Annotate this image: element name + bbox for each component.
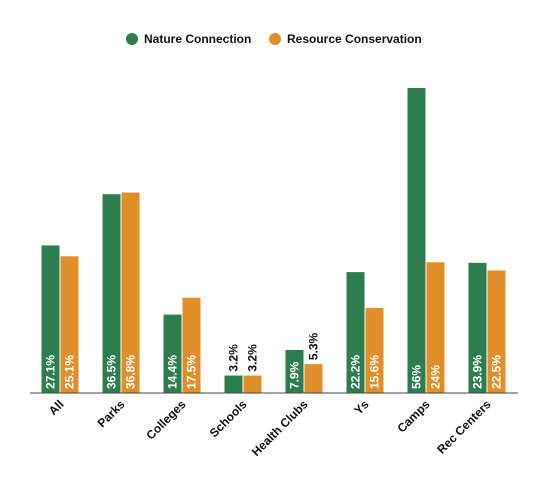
value-label: 22.5% — [490, 355, 504, 389]
bar — [346, 272, 365, 393]
value-label: 22.2% — [349, 355, 363, 389]
x-tick-label: Colleges — [143, 397, 188, 442]
legend-label: Resource Conservation — [287, 32, 422, 46]
value-label: 17.5% — [185, 355, 199, 389]
x-tick-label: Health Clubs — [249, 397, 311, 459]
bar — [121, 192, 140, 393]
bar — [163, 314, 182, 393]
bar — [407, 88, 426, 393]
bar — [468, 262, 487, 393]
bar — [182, 297, 201, 393]
legend-marker — [126, 33, 138, 45]
value-label: 36.8% — [124, 355, 138, 389]
value-label: 14.4% — [166, 355, 180, 389]
value-label: 36.5% — [105, 355, 119, 389]
legend-marker — [269, 33, 281, 45]
bar — [41, 245, 60, 393]
bar — [285, 349, 304, 393]
x-tick-label: Parks — [95, 397, 128, 430]
bar — [365, 308, 384, 393]
value-label: 24% — [429, 365, 443, 389]
legend-label: Nature Connection — [144, 32, 251, 46]
bar — [243, 375, 262, 393]
bar — [426, 262, 445, 393]
value-label: 3.2% — [246, 344, 260, 372]
x-tick-label: Ys — [351, 397, 372, 418]
value-label: 7.9% — [288, 361, 302, 389]
bar — [102, 194, 121, 393]
x-tick-label: Rec Centers — [434, 397, 494, 457]
value-label: 56% — [410, 365, 424, 389]
bar — [487, 270, 506, 393]
x-tick-label: All — [46, 397, 67, 418]
value-label: 5.3% — [307, 332, 321, 360]
value-label: 27.1% — [44, 355, 58, 389]
x-tick-label: Schools — [207, 397, 250, 440]
bar — [60, 256, 79, 393]
value-label: 3.2% — [227, 344, 241, 372]
x-tick-label: Camps — [394, 397, 432, 435]
bar — [224, 375, 243, 393]
value-label: 15.6% — [368, 355, 382, 389]
value-label: 23.9% — [471, 355, 485, 389]
value-label: 25.1% — [63, 355, 77, 389]
bar — [304, 364, 323, 393]
